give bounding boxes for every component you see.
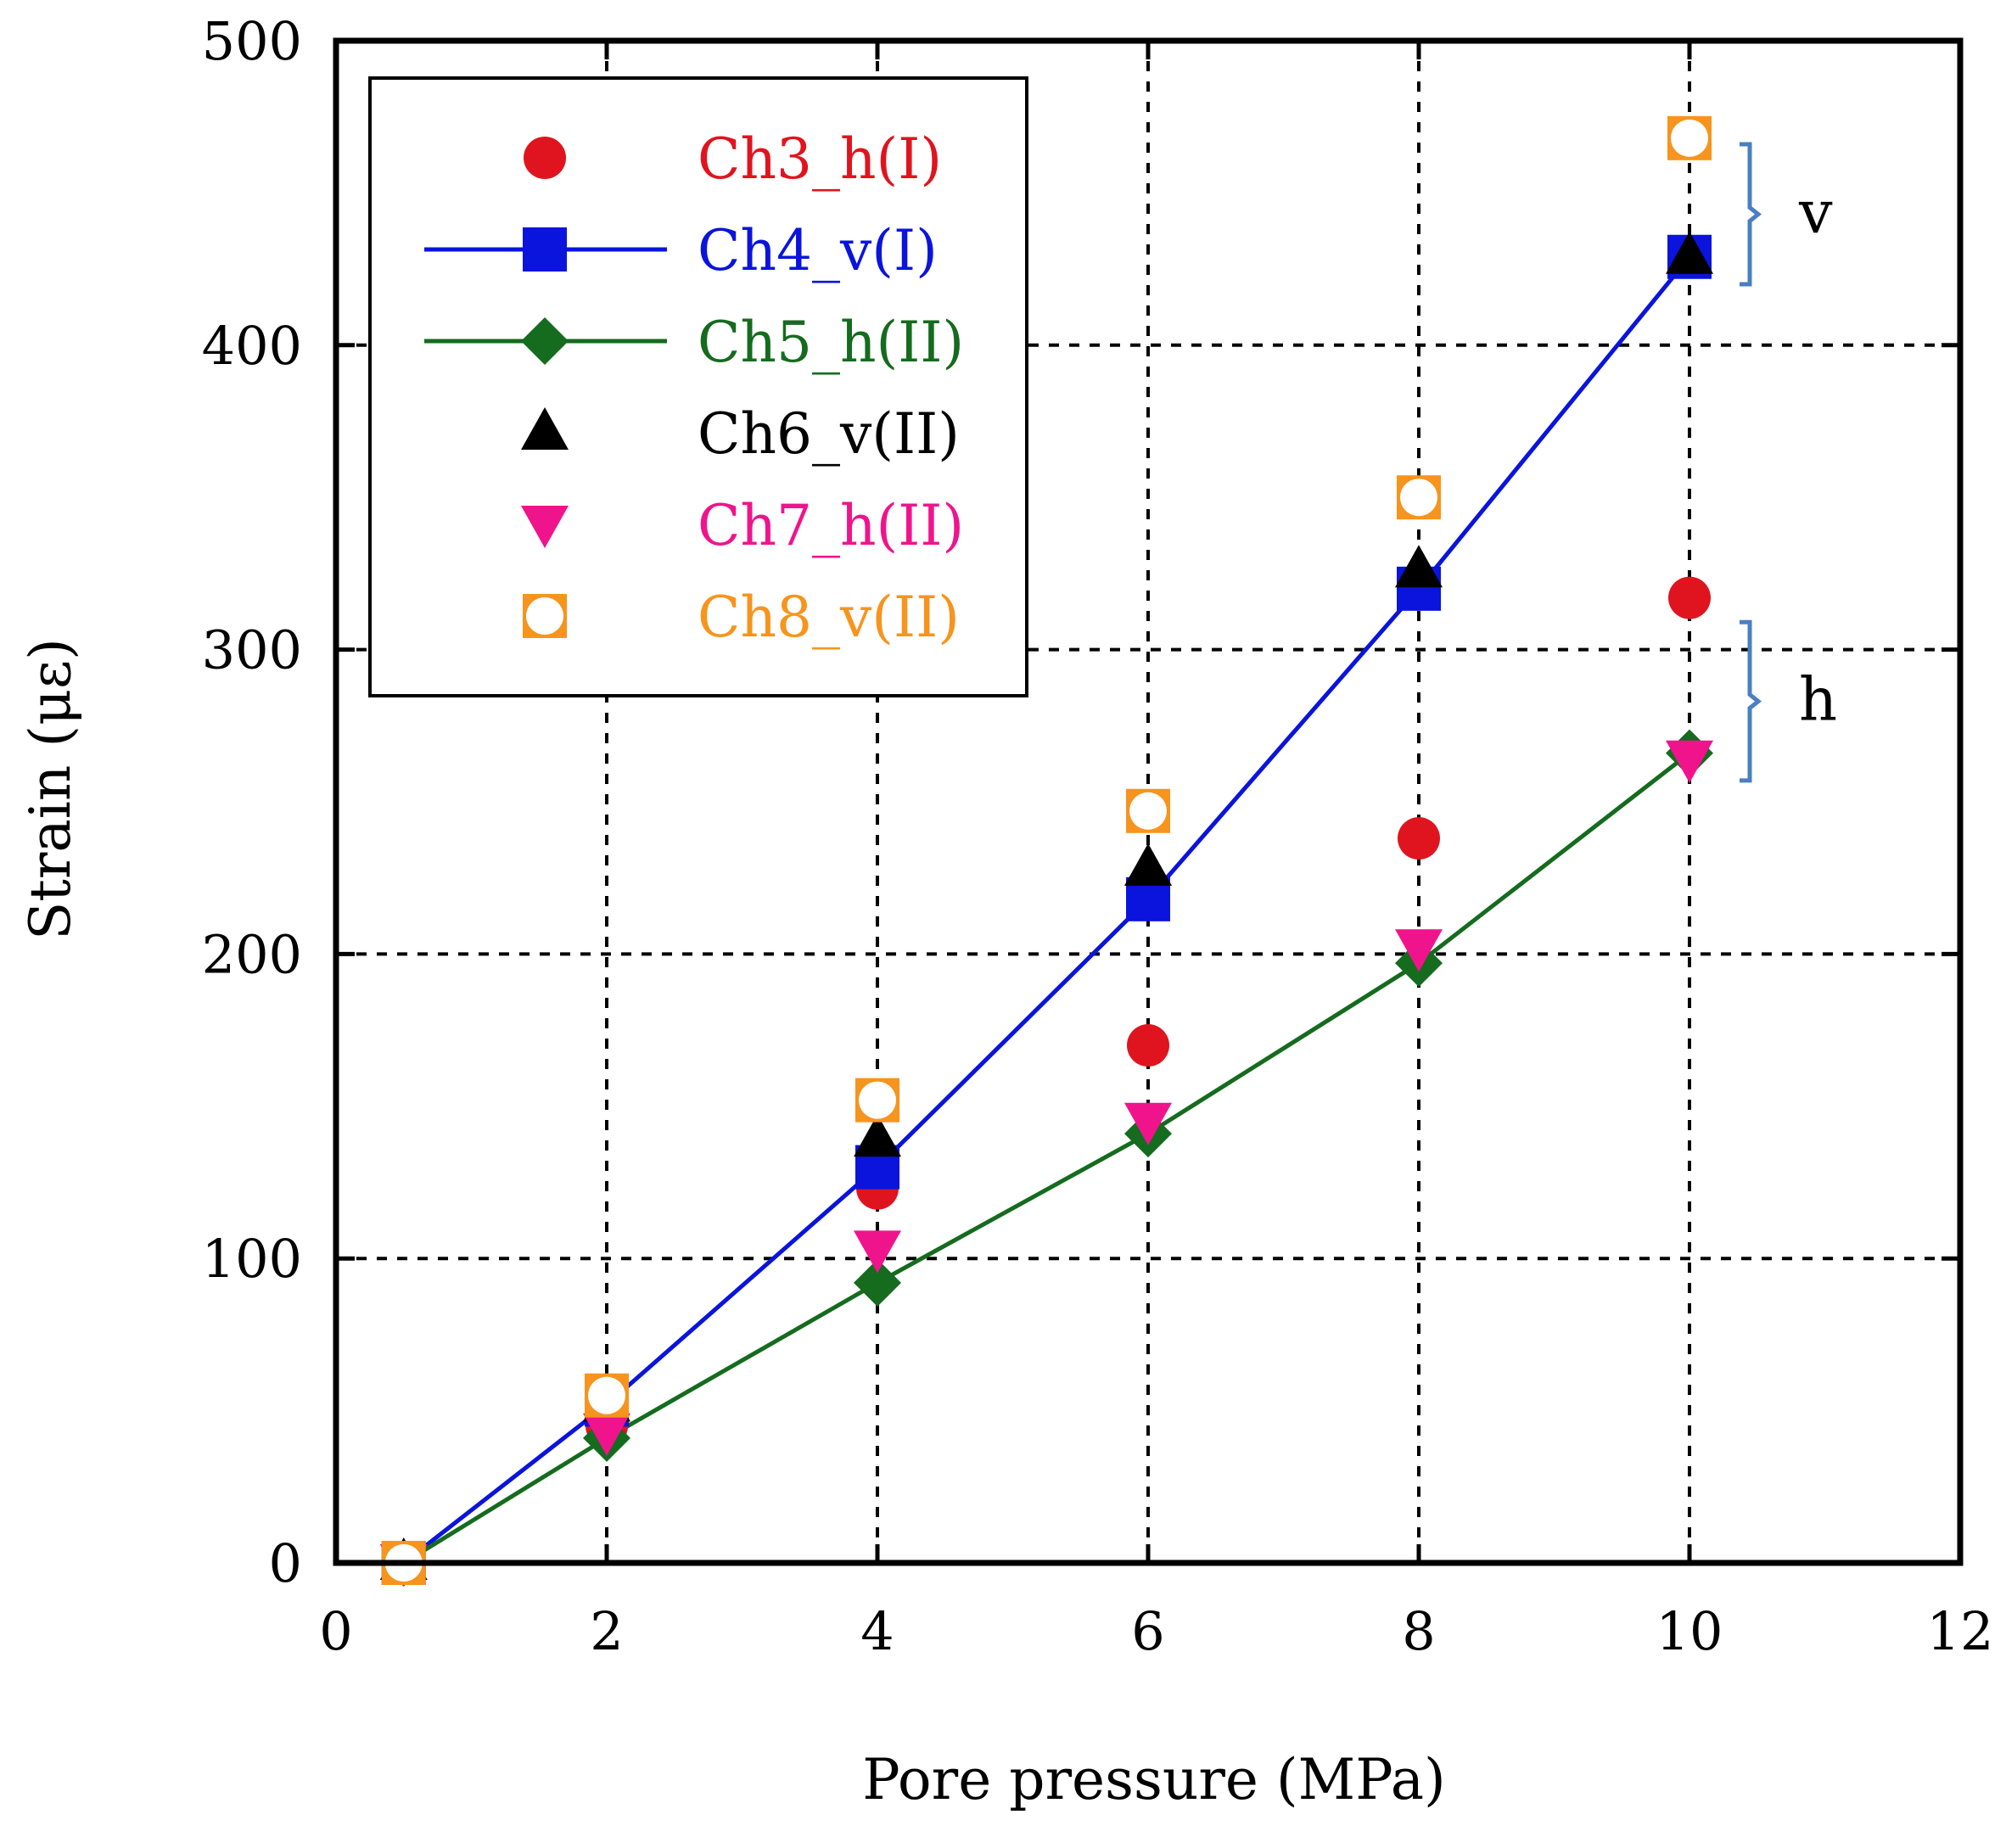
data-point: [855, 1078, 899, 1123]
legend-label: Ch8_v(II): [698, 585, 960, 650]
data-point: [1398, 817, 1440, 860]
y-axis-title: Strain (με): [18, 638, 83, 940]
axes-layer: 0 2 4 6 8 10 12 0 100 200 300 400 500: [202, 10, 1994, 1662]
data-point: [1666, 231, 1713, 274]
x-tick-label: 4: [860, 1600, 894, 1662]
data-point: [1668, 576, 1711, 619]
legend-box: [368, 76, 1028, 697]
data-point: [1126, 788, 1170, 833]
x-tick-label: 2: [590, 1600, 623, 1662]
legend-label: Ch3_h(I): [698, 126, 942, 192]
legend-label: Ch6_v(II): [698, 401, 960, 467]
data-point: [1395, 545, 1443, 588]
legend-marker: [524, 137, 566, 179]
x-axis-title: Pore pressure (MPa): [862, 1747, 1446, 1812]
y-tick-label: 300: [202, 619, 302, 681]
y-tick-label: 400: [202, 315, 302, 377]
data-point: [1395, 929, 1443, 972]
legend-marker: [523, 594, 567, 638]
x-tick-label: 12: [1927, 1600, 1994, 1662]
data-point: [854, 1230, 901, 1274]
legend-marker: [521, 407, 569, 450]
legend-marker: [521, 506, 569, 548]
y-tick-label: 0: [269, 1532, 302, 1594]
legend-marker: [523, 227, 567, 272]
y-tick-label: 100: [202, 1228, 302, 1290]
y-tick-label: 500: [202, 10, 302, 72]
series-line-Ch4_v(I): [402, 255, 1691, 1565]
x-tick-label: 6: [1131, 1600, 1164, 1662]
x-tick-label: 0: [319, 1600, 352, 1662]
legend: Ch3_h(I) Ch4_v(I) Ch5_h(II) Ch6_v(II) Ch7_h(…: [368, 76, 1028, 697]
bracket-label: v: [1798, 178, 1833, 248]
data-point: [1127, 1024, 1169, 1067]
data-point: [1667, 115, 1712, 160]
data-point: [1124, 1102, 1172, 1145]
x-tick-label: 10: [1656, 1600, 1723, 1662]
y-tick-label: 200: [202, 923, 302, 985]
legend-label: Ch7_h(II): [698, 493, 964, 558]
data-point: [1666, 740, 1713, 783]
data-point: [1397, 475, 1441, 520]
annotations-layer: vh: [1740, 142, 1837, 783]
bracket-label: h: [1799, 665, 1837, 735]
data-point: [583, 1413, 630, 1456]
bracket: [1740, 619, 1762, 783]
x-tick-label: 8: [1402, 1600, 1435, 1662]
bracket: [1740, 142, 1762, 287]
legend-label: Ch4_v(I): [698, 218, 938, 283]
data-point: [585, 1373, 629, 1418]
series-line-Ch5_h(II): [402, 751, 1691, 1565]
legend-label: Ch5_h(II): [698, 310, 964, 375]
data-point: [854, 1114, 901, 1157]
legend-marker: [521, 317, 569, 365]
data-point: [1124, 843, 1172, 886]
data-point: [854, 1258, 901, 1307]
